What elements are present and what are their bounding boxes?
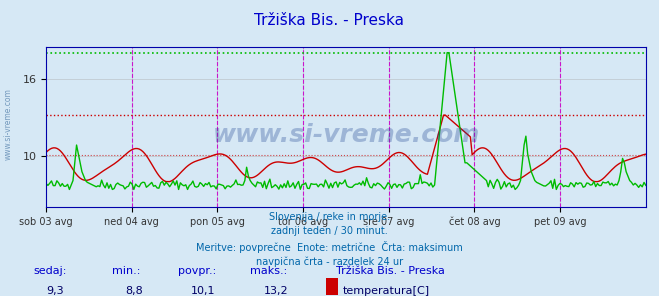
Text: temperatura[C]: temperatura[C] [343, 286, 430, 296]
Text: min.:: min.: [112, 266, 140, 276]
Text: povpr.:: povpr.: [178, 266, 216, 276]
Text: www.si-vreme.com: www.si-vreme.com [212, 123, 480, 147]
Text: 9,3: 9,3 [46, 286, 64, 296]
Text: Slovenija / reke in morje.
zadnji teden / 30 minut.
Meritve: povprečne  Enote: m: Slovenija / reke in morje. zadnji teden … [196, 212, 463, 267]
Text: Tržiška Bis. - Preska: Tržiška Bis. - Preska [254, 13, 405, 28]
Text: Tržiška Bis. - Preska: Tržiška Bis. - Preska [336, 266, 445, 276]
Text: 13,2: 13,2 [264, 286, 288, 296]
Text: 8,8: 8,8 [125, 286, 143, 296]
Text: maks.:: maks.: [250, 266, 288, 276]
Text: www.si-vreme.com: www.si-vreme.com [3, 89, 13, 160]
Text: sedaj:: sedaj: [33, 266, 67, 276]
Text: 10,1: 10,1 [191, 286, 215, 296]
